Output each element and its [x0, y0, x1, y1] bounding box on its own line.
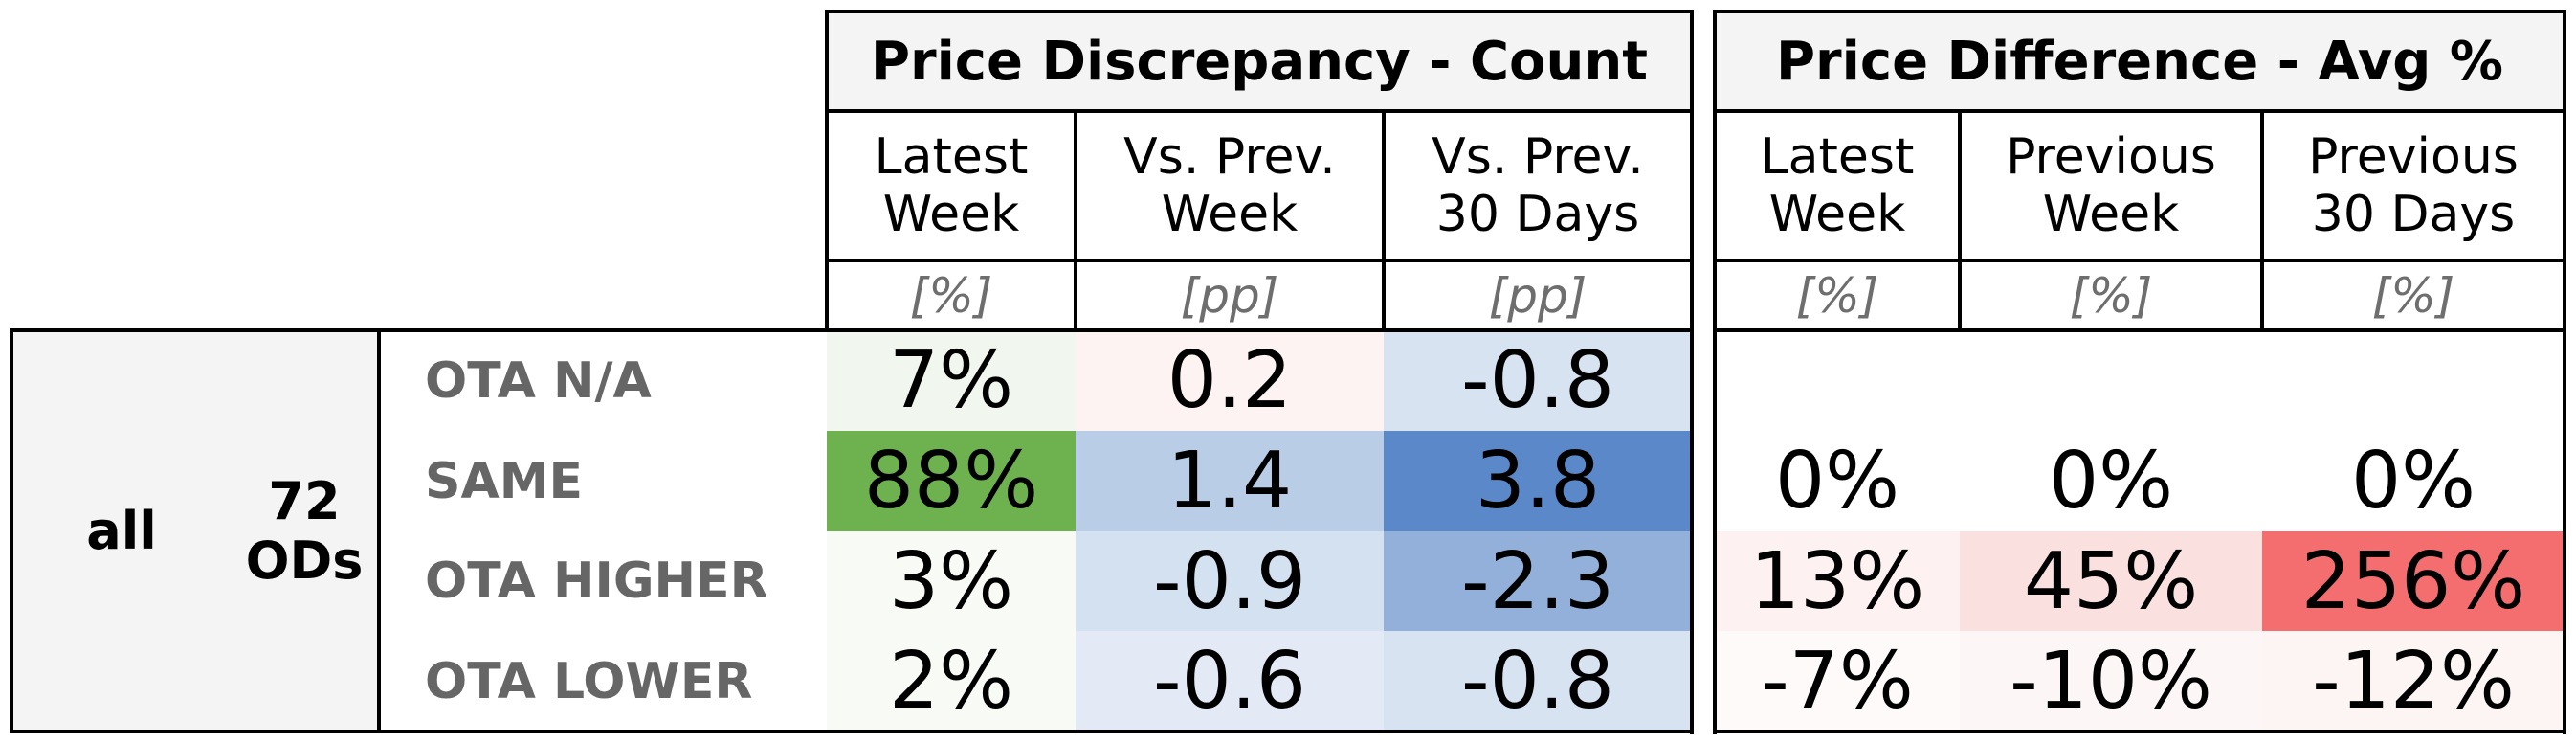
- border-line: [825, 10, 829, 332]
- difference-column-unit: [%]: [1795, 267, 1879, 324]
- difference-value-cell: 0%: [1960, 431, 2262, 531]
- discrepancy-column-unit: [pp]: [1180, 267, 1279, 324]
- discrepancy-column-unit: [%]: [909, 267, 993, 324]
- border-line: [2563, 10, 2566, 734]
- discrepancy-column-header: Latest Week: [874, 128, 1029, 243]
- discrepancy-value-cell: 7%: [827, 330, 1076, 431]
- discrepancy-value-cell: 3%: [827, 531, 1076, 631]
- difference-value-cell: 256%: [2262, 531, 2565, 631]
- border-line: [825, 109, 1694, 113]
- discrepancy-column-unit: [pp]: [1488, 267, 1588, 324]
- discrepancy-column-header: Vs. Prev. 30 Days: [1432, 128, 1644, 243]
- difference-value-cell: [1960, 330, 2262, 431]
- difference-value-cell: [1715, 330, 1960, 431]
- row-label: OTA HIGHER: [425, 552, 768, 610]
- discrepancy-value-cell: -2.3: [1384, 531, 1692, 631]
- difference-value-cell: -7%: [1715, 631, 1960, 732]
- border-line: [825, 10, 1694, 13]
- border-line: [1713, 10, 1717, 734]
- border-line: [10, 328, 13, 733]
- border-line: [1074, 109, 1077, 332]
- border-line: [825, 259, 1694, 262]
- discrepancy-value-cell: 88%: [827, 431, 1076, 531]
- difference-value-cell: 0%: [1715, 431, 1960, 531]
- discrepancy-value-cell: -0.8: [1384, 330, 1692, 431]
- discrepancy-column-header: Vs. Prev. Week: [1123, 128, 1336, 243]
- border-line: [1958, 109, 1962, 332]
- border-line: [10, 730, 1694, 733]
- price-difference-title: Price Difference - Avg %: [1715, 11, 2565, 111]
- discrepancy-value-cell: -0.9: [1076, 531, 1384, 631]
- border-line: [1690, 10, 1694, 734]
- difference-column-unit: [%]: [2371, 267, 2455, 324]
- border-line: [10, 328, 1694, 332]
- difference-column-header: Previous Week: [2006, 128, 2216, 243]
- difference-value-cell: [2262, 330, 2565, 431]
- discrepancy-value-cell: -0.6: [1076, 631, 1384, 732]
- border-line: [2260, 109, 2264, 332]
- row-label: OTA N/A: [425, 351, 652, 410]
- discrepancy-value-cell: 0.2: [1076, 330, 1384, 431]
- difference-value-cell: 0%: [2262, 431, 2565, 531]
- border-line: [1382, 109, 1386, 332]
- price-discrepancy-title: Price Discrepancy - Count: [827, 11, 1692, 111]
- border-line: [377, 328, 381, 733]
- difference-value-cell: 45%: [1960, 531, 2262, 631]
- difference-value-cell: -10%: [1960, 631, 2262, 732]
- discrepancy-value-cell: 2%: [827, 631, 1076, 732]
- row-label: SAME: [425, 452, 583, 510]
- border-line: [1713, 259, 2566, 262]
- od-count-label: 72 ODs: [245, 470, 364, 591]
- segment-label: all: [86, 500, 157, 561]
- difference-column-header: Latest Week: [1760, 128, 1915, 243]
- border-line: [1713, 109, 2566, 113]
- difference-column-unit: [%]: [2069, 267, 2153, 324]
- border-line: [1713, 328, 2566, 332]
- discrepancy-value-cell: 3.8: [1384, 431, 1692, 531]
- discrepancy-value-cell: -0.8: [1384, 631, 1692, 732]
- row-label: OTA LOWER: [425, 652, 753, 710]
- difference-column-header: Previous 30 Days: [2308, 128, 2519, 243]
- group-label-panel: [11, 330, 379, 732]
- difference-value-cell: -12%: [2262, 631, 2565, 732]
- difference-value-cell: 13%: [1715, 531, 1960, 631]
- discrepancy-value-cell: 1.4: [1076, 431, 1384, 531]
- border-line: [1713, 10, 2566, 13]
- border-line: [1713, 730, 2566, 733]
